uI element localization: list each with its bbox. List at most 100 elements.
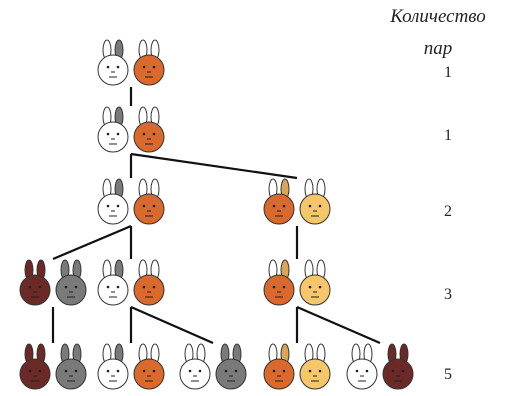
rabbit-face [179, 358, 211, 390]
rabbit-face [299, 358, 331, 390]
rabbit-icon [346, 343, 378, 390]
rabbit-eye [272, 204, 276, 208]
rabbit-eye [391, 369, 395, 373]
rabbit-eye [64, 369, 68, 373]
rabbit-face [263, 193, 295, 225]
rabbit-eye [74, 369, 78, 373]
rabbit-face [97, 358, 129, 390]
rabbit-pair [97, 106, 165, 153]
rabbit-icon [19, 343, 51, 390]
rabbit-eye [355, 369, 359, 373]
rabbit-pair [19, 343, 87, 390]
generation-row [19, 259, 331, 306]
rabbit-face [133, 121, 165, 153]
rabbit-eye [365, 369, 369, 373]
rabbit-face [97, 121, 129, 153]
rabbit-eye [64, 285, 68, 289]
rabbit-icon [133, 259, 165, 306]
rabbit-face [263, 358, 295, 390]
rabbit-eye [142, 65, 146, 69]
rabbit-face [299, 274, 331, 306]
rabbit-icon [263, 259, 295, 306]
rabbit-eye [74, 285, 78, 289]
rabbit-icon [97, 178, 129, 225]
rabbit-eye [38, 285, 42, 289]
rabbit-eye [142, 132, 146, 136]
parent-child-link [52, 224, 132, 261]
rabbit-eye [308, 369, 312, 373]
rabbit-eye [116, 369, 120, 373]
rabbit-icon [97, 259, 129, 306]
rabbit-eye [142, 204, 146, 208]
rabbit-icon [55, 343, 87, 390]
rabbit-eye [152, 65, 156, 69]
rabbit-face [133, 54, 165, 86]
rabbit-eye [282, 204, 286, 208]
rabbit-eye [106, 204, 110, 208]
pair-count-gen-1: 1 [444, 64, 452, 81]
rabbit-eye [142, 285, 146, 289]
rabbit-eye [234, 369, 238, 373]
rabbit-pair [19, 259, 87, 306]
rabbit-pair [346, 343, 414, 390]
rabbit-pair [179, 343, 247, 390]
rabbit-eye [38, 369, 42, 373]
rabbit-eye [282, 285, 286, 289]
rabbit-icon [133, 106, 165, 153]
rabbit-face [55, 274, 87, 306]
rabbit-face [97, 193, 129, 225]
generation-row [19, 343, 414, 390]
rabbit-eye [106, 285, 110, 289]
rabbit-eye [106, 65, 110, 69]
links [51, 87, 381, 345]
rabbit-icon [133, 39, 165, 86]
rabbit-eye [188, 369, 192, 373]
rabbit-face [215, 358, 247, 390]
rabbit-eye [152, 132, 156, 136]
rabbit-face [19, 358, 51, 390]
parent-child-link [296, 305, 381, 345]
rabbit-icon [263, 343, 295, 390]
rabbit-icon [133, 178, 165, 225]
rabbit-icon [263, 178, 295, 225]
pair-count-gen-3: 2 [444, 203, 452, 220]
rabbit-icon [97, 343, 129, 390]
rabbit-eye [142, 369, 146, 373]
rabbit-face [263, 274, 295, 306]
rabbit-pair [97, 259, 165, 306]
rabbit-eye [401, 369, 405, 373]
pair-count-gen-2: 1 [444, 127, 452, 144]
generation-row [97, 39, 165, 86]
rabbit-face [299, 193, 331, 225]
rabbit-eye [318, 204, 322, 208]
rabbit-icon [299, 178, 331, 225]
rabbit-icon [382, 343, 414, 390]
rabbit-eye [308, 204, 312, 208]
rabbit-icon [299, 259, 331, 306]
rabbit-pair [263, 259, 331, 306]
rabbit-eye [116, 204, 120, 208]
rabbit-icon [97, 106, 129, 153]
parent-child-link [130, 152, 298, 180]
pair-count-gen-4: 3 [444, 286, 452, 303]
generation-row [97, 178, 331, 225]
rabbit-face [97, 274, 129, 306]
rabbit-icon [215, 343, 247, 390]
rabbit-face [19, 274, 51, 306]
rabbit-face [133, 358, 165, 390]
rabbit-eye [308, 285, 312, 289]
rabbit-face [133, 274, 165, 306]
rabbit-pair [97, 178, 165, 225]
rabbit-icon [133, 343, 165, 390]
parent-child-link [130, 305, 214, 345]
rabbit-face [55, 358, 87, 390]
rabbit-icon [179, 343, 211, 390]
rabbit-eye [272, 285, 276, 289]
rabbit-eye [28, 369, 32, 373]
rabbit-face [97, 54, 129, 86]
rabbit-face [346, 358, 378, 390]
rabbit-icon [97, 39, 129, 86]
rabbit-eye [224, 369, 228, 373]
